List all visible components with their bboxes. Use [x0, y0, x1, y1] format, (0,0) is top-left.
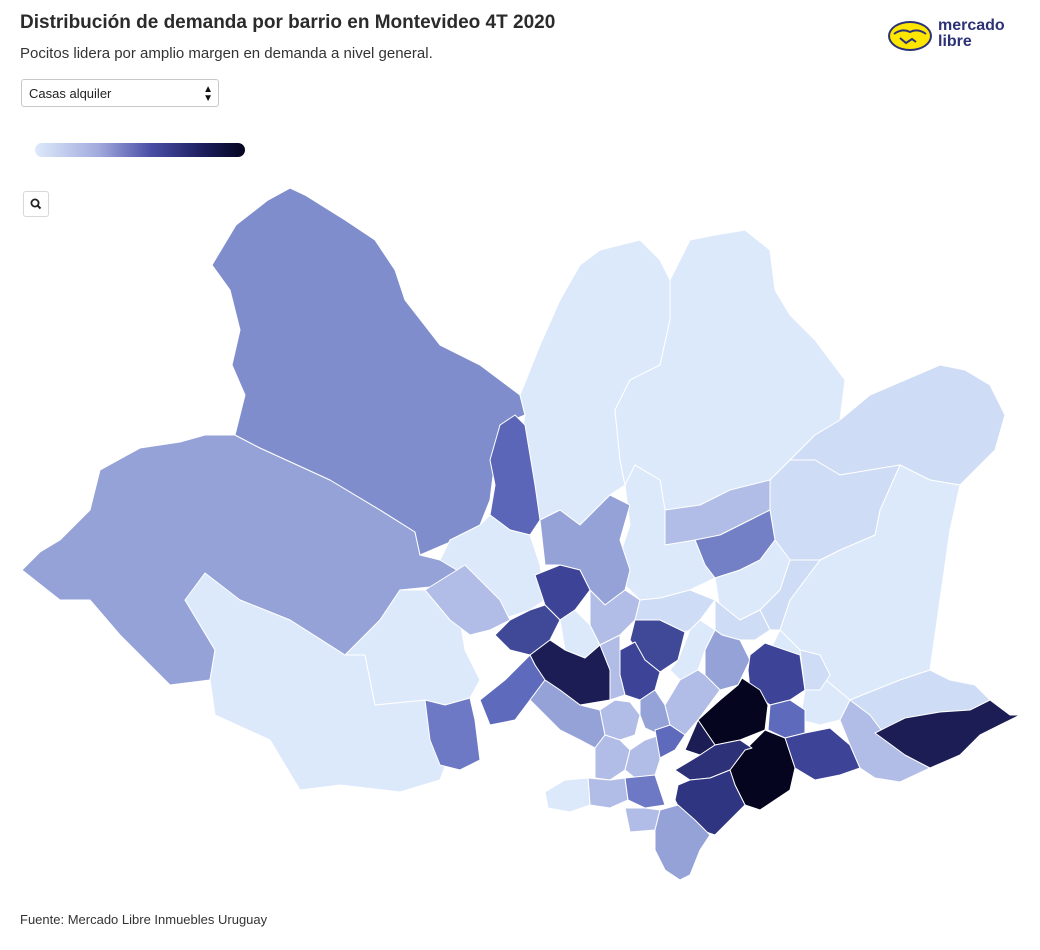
neighborhood-region[interactable]: [767, 699, 806, 739]
page-subtitle: Pocitos lidera por amplio margen en dema…: [20, 45, 433, 62]
neighborhood-region[interactable]: [624, 734, 661, 779]
select-value: Casas alquiler: [29, 86, 112, 101]
neighborhood-region[interactable]: [599, 699, 641, 741]
neighborhood-region[interactable]: [544, 777, 591, 813]
neighborhood-region[interactable]: [799, 649, 831, 691]
data-source: Fuente: Mercado Libre Inmuebles Uruguay: [20, 912, 268, 927]
color-scale-legend: [35, 143, 245, 157]
neighborhood-region[interactable]: [624, 807, 661, 833]
page-title: Distribución de demanda por barrio en Mo…: [20, 12, 556, 33]
updown-arrow-icon: ▲ ▼: [203, 84, 213, 104]
zoom-button[interactable]: [23, 191, 49, 217]
logo-line-1: mercado: [938, 17, 1005, 34]
neighborhood-region[interactable]: [624, 774, 666, 809]
neighborhood-region[interactable]: [654, 724, 686, 759]
search-icon: [30, 198, 42, 210]
neighborhood-region[interactable]: [654, 804, 711, 881]
neighborhood-region[interactable]: [874, 699, 1021, 769]
logo-line-2: libre: [938, 33, 972, 50]
neighborhood-region[interactable]: [759, 559, 821, 631]
neighborhood-region[interactable]: [424, 697, 481, 771]
property-type-select[interactable]: Casas alquiler ▲ ▼: [21, 79, 219, 107]
neighborhood-region[interactable]: [489, 414, 541, 536]
logo-wordmark: mercado libre: [938, 18, 1005, 50]
neighborhood-region[interactable]: [587, 777, 629, 809]
neighborhood-region[interactable]: [594, 734, 631, 781]
neighborhood-region[interactable]: [479, 654, 546, 726]
mercadolibre-logo: mercado libre: [886, 16, 1026, 56]
neighborhood-region[interactable]: [599, 634, 626, 701]
handshake-icon: [888, 21, 932, 51]
montevideo-choropleth-map: [21, 187, 1021, 881]
